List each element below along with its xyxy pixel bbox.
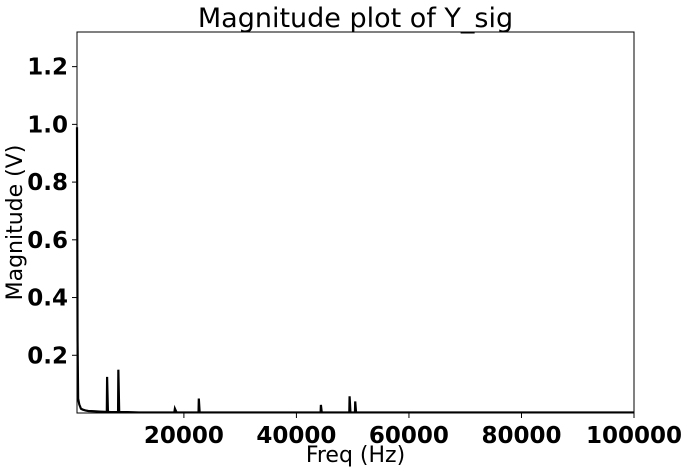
data-layer [75, 127, 634, 414]
plot-area-background [77, 32, 634, 413]
y-tick-label: 0.2 [27, 343, 68, 369]
x-tick-label: 80000 [481, 423, 561, 449]
y-tick-label: 0.6 [27, 228, 68, 254]
x-axis-ticks: 20000 40000 60000 80000 100000 [144, 413, 682, 449]
chart-title: Magnitude plot of Y_sig [198, 3, 513, 34]
y-tick-label: 0.4 [27, 286, 68, 312]
x-tick-label: 60000 [369, 423, 449, 449]
series-line-0 [75, 127, 634, 414]
y-tick-label: 1.2 [27, 55, 68, 81]
x-tick-label: 40000 [256, 423, 336, 449]
y-axis-label: Magnitude (V) [3, 145, 28, 301]
x-tick-label: 100000 [586, 423, 682, 449]
x-axis-label: Freq (Hz) [306, 443, 405, 468]
y-tick-label: 0.8 [27, 170, 68, 196]
y-axis-ticks: 0.2 0.4 0.6 0.8 1.0 1.2 [27, 55, 77, 369]
x-tick-label: 20000 [144, 423, 224, 449]
y-tick-label: 1.0 [27, 112, 68, 138]
plot-frame [76, 31, 635, 414]
